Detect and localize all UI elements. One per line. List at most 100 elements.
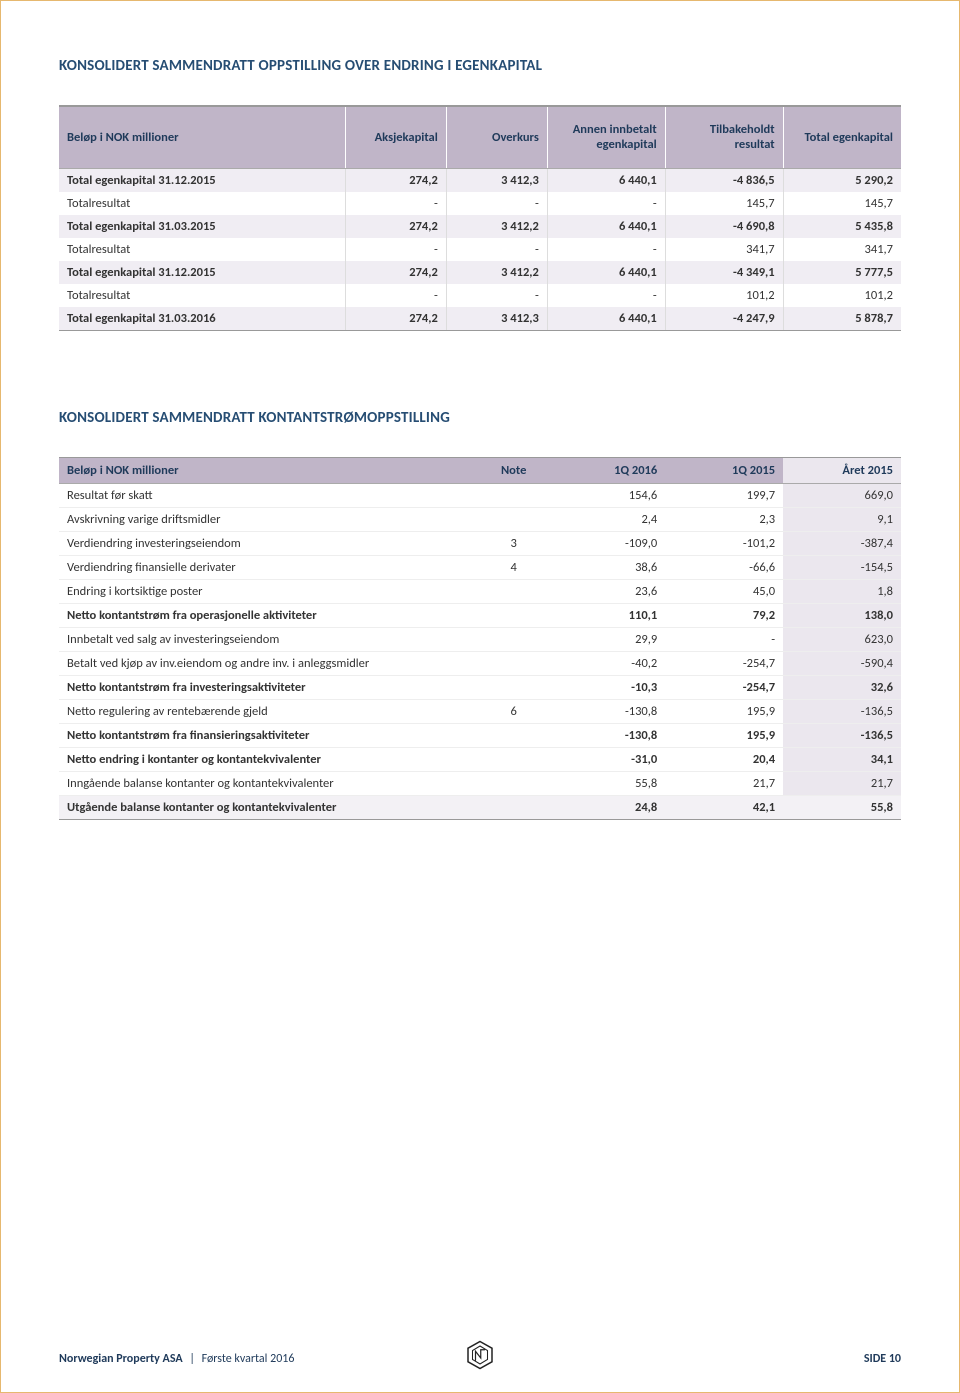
table-row: Verdiendring finansielle derivater438,6-… [59, 555, 901, 579]
cell-value: 101,2 [783, 284, 901, 307]
cell-value: -130,8 [547, 699, 665, 723]
cell-value: -4 247,9 [665, 307, 783, 331]
equity-col-header: Annen innbetalt egenkapital [547, 106, 665, 168]
note-cell: 4 [480, 555, 547, 579]
cell-value: 42,1 [665, 795, 783, 819]
cell-value: -31,0 [547, 747, 665, 771]
cell-value: -101,2 [665, 531, 783, 555]
note-cell [480, 507, 547, 531]
table-row: Netto endring i kontanter og kontantekvi… [59, 747, 901, 771]
cell-value: 5 777,5 [783, 261, 901, 284]
cell-value: 29,9 [547, 627, 665, 651]
page-frame: KONSOLIDERT SAMMENDRATT OPPSTILLING OVER… [0, 0, 960, 1393]
row-label: Netto kontantstrøm fra operasjonelle akt… [59, 603, 480, 627]
footer-period: Første kvartal 2016 [202, 1352, 295, 1366]
cell-value: -136,5 [783, 723, 901, 747]
cell-value: 5 435,8 [783, 215, 901, 238]
note-cell [480, 795, 547, 819]
table-row: Verdiendring investeringseiendom3-109,0-… [59, 531, 901, 555]
table-row: Totalresultat---101,2101,2 [59, 284, 901, 307]
note-cell [480, 603, 547, 627]
cell-value: 45,0 [665, 579, 783, 603]
table-row: Total egenkapital 31.03.2016274,23 412,3… [59, 307, 901, 331]
cell-value: 21,7 [665, 771, 783, 795]
cashflow-col-header: Note [480, 457, 547, 483]
cell-value: - [665, 627, 783, 651]
note-cell [480, 651, 547, 675]
footer-left: Norwegian Property ASA | Første kvartal … [59, 1352, 294, 1366]
cell-value: - [446, 192, 547, 215]
cell-value: -136,5 [783, 699, 901, 723]
cell-value: 2,3 [665, 507, 783, 531]
equity-col-header: Aksjekapital [345, 106, 446, 168]
table-row: Netto regulering av rentebærende gjeld6-… [59, 699, 901, 723]
table-row: Netto kontantstrøm fra finansieringsakti… [59, 723, 901, 747]
cashflow-col-header: Året 2015 [783, 457, 901, 483]
note-cell: 6 [480, 699, 547, 723]
table-row: Netto kontantstrøm fra investeringsaktiv… [59, 675, 901, 699]
table-row: Inngående balanse kontanter og kontantek… [59, 771, 901, 795]
note-cell [480, 675, 547, 699]
cell-value: -4 836,5 [665, 168, 783, 192]
table-row: Resultat før skatt154,6199,7669,0 [59, 483, 901, 507]
row-label: Verdiendring finansielle derivater [59, 555, 480, 579]
page-footer: Norwegian Property ASA | Første kvartal … [59, 1352, 901, 1366]
table-row: Total egenkapital 31.12.2015274,23 412,3… [59, 168, 901, 192]
cashflow-col-header: 1Q 2016 [547, 457, 665, 483]
cell-value: -4 349,1 [665, 261, 783, 284]
equity-col-header: Total egenkapital [783, 106, 901, 168]
table-row: Total egenkapital 31.12.2015274,23 412,2… [59, 261, 901, 284]
cell-value: 38,6 [547, 555, 665, 579]
table-row: Betalt ved kjøp av inv.eiendom og andre … [59, 651, 901, 675]
cell-value: 274,2 [345, 168, 446, 192]
note-cell [480, 747, 547, 771]
equity-col-header: Beløp i NOK millioner [59, 106, 345, 168]
note-cell [480, 723, 547, 747]
cell-value: 154,6 [547, 483, 665, 507]
table-row: Innbetalt ved salg av investeringseiendo… [59, 627, 901, 651]
row-label: Innbetalt ved salg av investeringseiendo… [59, 627, 480, 651]
equity-col-header: Overkurs [446, 106, 547, 168]
cell-value: 274,2 [345, 307, 446, 331]
row-label: Netto kontantstrøm fra finansieringsakti… [59, 723, 480, 747]
cell-value: -254,7 [665, 651, 783, 675]
cell-value: 101,2 [665, 284, 783, 307]
cell-value: -387,4 [783, 531, 901, 555]
row-label: Totalresultat [59, 284, 345, 307]
row-label: Netto regulering av rentebærende gjeld [59, 699, 480, 723]
cell-value: 6 440,1 [547, 168, 665, 192]
table-row: Totalresultat---341,7341,7 [59, 238, 901, 261]
footer-separator: | [189, 1352, 195, 1366]
cell-value: 274,2 [345, 261, 446, 284]
row-label: Inngående balanse kontanter og kontantek… [59, 771, 480, 795]
cell-value: 110,1 [547, 603, 665, 627]
row-label: Utgående balanse kontanter og kontantekv… [59, 795, 480, 819]
row-label: Betalt ved kjøp av inv.eiendom og andre … [59, 651, 480, 675]
cell-value: 669,0 [783, 483, 901, 507]
cell-value: 195,9 [665, 699, 783, 723]
cell-value: 32,6 [783, 675, 901, 699]
row-label: Totalresultat [59, 238, 345, 261]
cell-value: -590,4 [783, 651, 901, 675]
cell-value: -254,7 [665, 675, 783, 699]
cell-value: 20,4 [665, 747, 783, 771]
cell-value: - [547, 284, 665, 307]
note-cell [480, 483, 547, 507]
note-cell [480, 579, 547, 603]
cell-value: 2,4 [547, 507, 665, 531]
row-label: Avskrivning varige driftsmidler [59, 507, 480, 531]
row-label: Verdiendring investeringseiendom [59, 531, 480, 555]
cell-value: 21,7 [783, 771, 901, 795]
cell-value: 79,2 [665, 603, 783, 627]
cell-value: 274,2 [345, 215, 446, 238]
table-row: Utgående balanse kontanter og kontantekv… [59, 795, 901, 819]
row-label: Total egenkapital 31.12.2015 [59, 261, 345, 284]
cell-value: 24,8 [547, 795, 665, 819]
cell-value: - [446, 284, 547, 307]
note-cell [480, 627, 547, 651]
cell-value: - [446, 238, 547, 261]
cell-value: 9,1 [783, 507, 901, 531]
equity-col-header: Tilbakeholdt resultat [665, 106, 783, 168]
cell-value: - [547, 238, 665, 261]
note-cell [480, 771, 547, 795]
